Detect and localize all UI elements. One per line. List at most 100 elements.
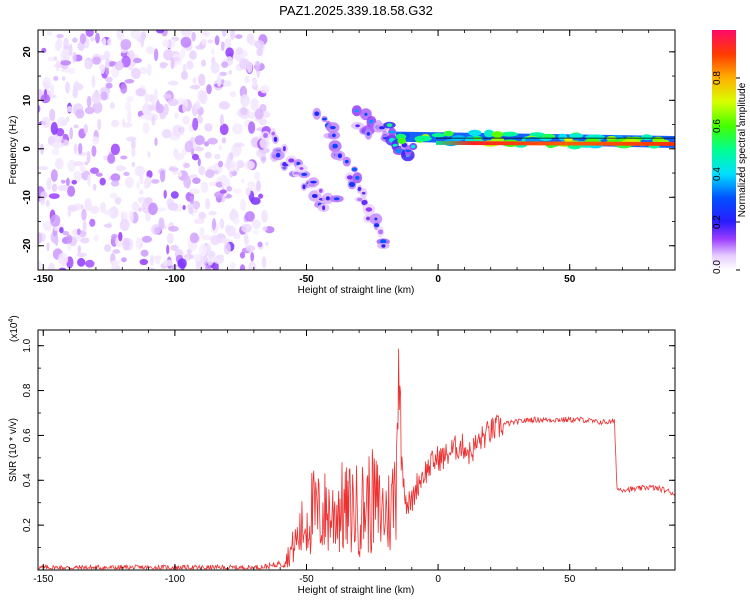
noise-blob — [221, 174, 227, 188]
noise-blob — [60, 179, 66, 184]
noise-blob — [204, 123, 213, 132]
streak-core — [379, 126, 385, 130]
noise-blob — [191, 31, 196, 42]
noise-blob — [183, 162, 190, 169]
xtick-label: 0 — [435, 274, 441, 285]
noise-blob — [118, 231, 123, 242]
carrier-blob — [483, 129, 495, 138]
colorbar-ticks: 0.0 0.2 0.4 0.6 0.8 — [712, 71, 740, 274]
noise-blob — [251, 219, 261, 230]
svg-text:(x104): (x104) — [8, 315, 20, 342]
noise-blob — [86, 95, 92, 108]
ytick-label: 0 — [22, 146, 33, 152]
noise-blob — [99, 63, 106, 74]
noise-blob — [192, 77, 197, 84]
noise-blob — [140, 114, 151, 120]
snr-xlabel: Height of straight line (km) — [298, 585, 415, 596]
streak-core — [273, 136, 278, 143]
noise-blob — [163, 93, 172, 99]
streak-core — [374, 223, 380, 228]
streak-core — [381, 244, 386, 248]
noise-blob — [126, 136, 137, 142]
streak-core — [364, 112, 368, 116]
noise-blob — [218, 101, 230, 110]
noise-blob — [135, 88, 146, 97]
noise-blob — [154, 137, 158, 146]
noise-blob — [220, 41, 225, 51]
noise-blob — [228, 70, 233, 75]
noise-blob — [50, 83, 55, 95]
noise-blob — [133, 57, 142, 64]
streak-core — [332, 133, 336, 138]
noise-blob — [84, 198, 92, 211]
ytick-label: 10 — [22, 94, 33, 106]
noise-blob — [50, 121, 58, 135]
noise-blob — [201, 38, 207, 46]
noise-blob — [57, 184, 69, 192]
noise-blob — [91, 145, 97, 157]
noise-blob — [84, 161, 89, 166]
noise-blob — [201, 234, 212, 241]
noise-blob — [186, 60, 194, 70]
streak-core — [355, 175, 360, 180]
colorbar-tick-label: 0.2 — [712, 215, 723, 229]
xtick-label: -150 — [33, 574, 53, 585]
noise-blob — [258, 118, 268, 126]
noise-blob — [92, 56, 101, 65]
noise-blob — [51, 148, 60, 156]
noise-blob — [256, 180, 261, 192]
noise-blob — [243, 233, 249, 245]
noise-blob — [38, 260, 42, 270]
noise-blob — [162, 128, 172, 139]
noise-blob — [107, 153, 116, 164]
noise-blob — [61, 76, 66, 81]
noise-blob — [105, 57, 110, 71]
xtick-label: 50 — [564, 274, 576, 285]
xtick-label: -50 — [299, 574, 314, 585]
noise-blob — [198, 73, 206, 86]
ytick-label: 0.2 — [22, 518, 33, 532]
noise-blob — [210, 235, 221, 246]
carrier-blob — [500, 131, 518, 137]
streak-core — [332, 143, 338, 149]
noise-blob — [105, 76, 113, 83]
streak-core — [322, 117, 327, 121]
ytick-label: 0.6 — [22, 428, 33, 442]
noise-blob — [114, 197, 122, 205]
noise-blob — [90, 205, 100, 214]
noise-blob — [194, 146, 204, 152]
noise-blob — [197, 158, 201, 167]
spectrogram-frame — [37, 29, 676, 271]
noise-blob — [151, 179, 160, 184]
noise-blob — [76, 252, 87, 257]
noise-blob — [91, 92, 102, 105]
noise-blob — [91, 75, 96, 88]
noise-blob — [180, 70, 189, 80]
noise-blob — [124, 79, 135, 84]
noise-blob — [120, 211, 125, 222]
noise-blob — [103, 209, 115, 215]
carrier-blob — [414, 135, 432, 142]
noise-blob — [250, 98, 259, 111]
noise-blob — [159, 62, 167, 69]
noise-blob — [258, 193, 264, 199]
noise-blob — [229, 262, 236, 270]
noise-blob — [123, 171, 130, 176]
noise-blob — [252, 229, 259, 235]
carrier-blob — [540, 133, 556, 139]
noise-blob — [79, 165, 86, 173]
noise-blob — [233, 217, 240, 225]
noise-blob — [168, 80, 179, 86]
streak-core — [344, 159, 349, 164]
noise-blob — [120, 83, 128, 94]
noise-blob — [112, 249, 121, 254]
noise-blob — [210, 62, 220, 74]
streak-core — [386, 123, 393, 127]
noise-blob — [180, 30, 192, 38]
noise-blob — [103, 155, 109, 160]
noise-blob — [51, 183, 58, 192]
noise-blob — [162, 259, 174, 267]
noise-blob — [110, 143, 120, 155]
streak-core — [271, 131, 276, 136]
carrier-blob — [563, 137, 573, 142]
